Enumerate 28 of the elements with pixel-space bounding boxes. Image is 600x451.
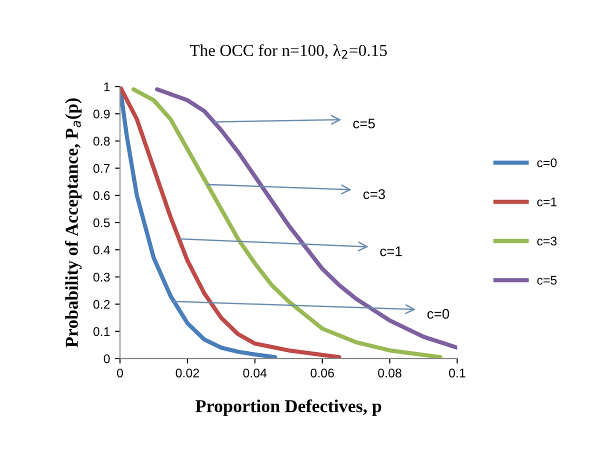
y-tick-label: 0.2	[93, 300, 110, 309]
legend-label: c=0	[537, 158, 557, 168]
annotation: c=0	[427, 308, 450, 319]
x-tick-label: 0.1	[449, 368, 466, 378]
y-tick-label: 1	[104, 82, 110, 92]
annotation: c=3	[363, 189, 385, 200]
y-tick-label: 0.1	[93, 327, 110, 336]
y-axis-title: Probability of Acceptance, P$_{a}$(p)	[65, 98, 82, 348]
y-tick-label: 0.8	[93, 136, 110, 146]
x-tick-label: 0	[117, 368, 123, 378]
legend-label: c=5	[537, 276, 557, 285]
x-tick-label: 0.08	[378, 368, 402, 378]
y-tick-label: 0.3	[93, 272, 110, 282]
x-axis-title: Proportion Defectives, p	[196, 399, 382, 416]
y-tick-label: 0.9	[93, 110, 110, 118]
legend-label: c=3	[537, 236, 557, 246]
y-tick-label: 0.7	[93, 164, 110, 173]
y-tick-label: 0.4	[93, 246, 110, 254]
y-tick-label: 0.6	[93, 191, 110, 200]
chart-title: The OCC for n=100, λ$_{2}$=0.15	[190, 44, 387, 59]
x-tick-label: 0.06	[310, 368, 334, 378]
legend-label: c=1	[537, 198, 557, 206]
y-tick-label: 0	[104, 354, 110, 364]
annotation: c=5	[353, 118, 375, 128]
annotation: c=1	[380, 246, 402, 256]
y-tick-label: 0.5	[93, 218, 110, 228]
x-tick-label: 0.02	[176, 368, 199, 378]
x-tick-label: 0.04	[243, 368, 267, 378]
